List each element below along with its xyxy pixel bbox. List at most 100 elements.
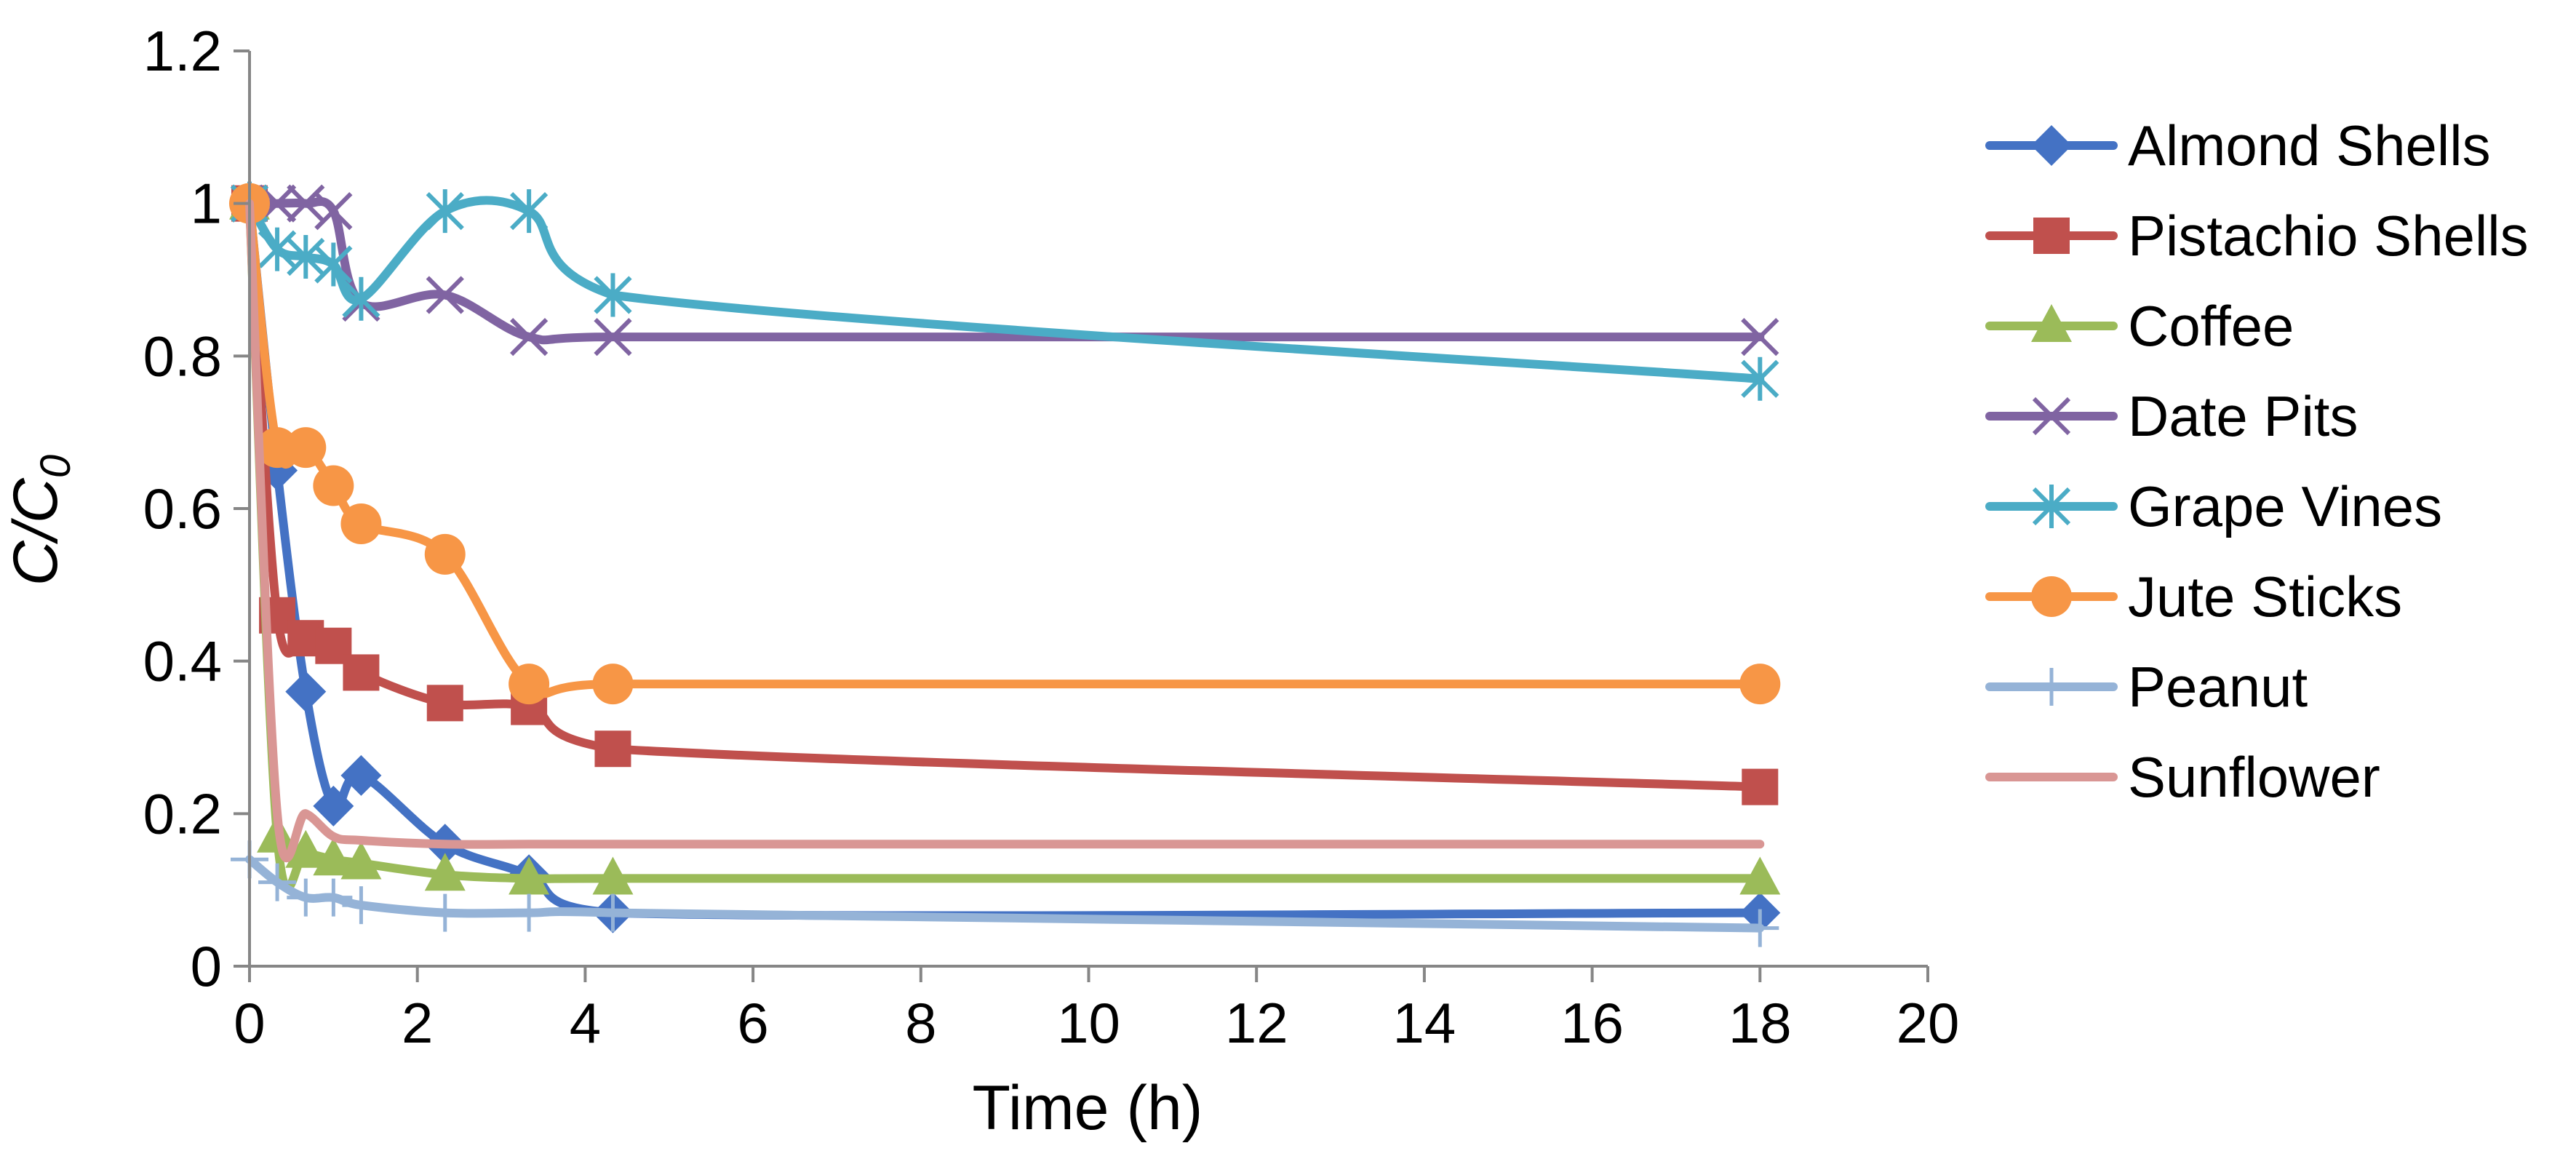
y-tick-label: 0 — [191, 934, 222, 998]
x-tick-label: 6 — [737, 991, 768, 1055]
data-point-date-pits — [426, 276, 464, 314]
y-axis-title: C/C0 — [1, 455, 79, 586]
data-point-coffee — [1739, 856, 1781, 895]
series-grape-vines — [230, 181, 1779, 401]
x-tick-label: 20 — [1897, 991, 1960, 1055]
legend-item-sunflower: Sunflower — [1985, 745, 2380, 809]
axes: C/C0 Time (h) 00.20.40.60.811.20 2 4 6 8 10 12… — [1, 19, 1959, 1143]
data-point-coffee — [340, 841, 382, 880]
legend-label: Jute Sticks — [2128, 565, 2402, 629]
y-tick-label: 0.8 — [143, 324, 222, 388]
data-point-jute-sticks — [424, 533, 466, 575]
data-point-almond-shells — [285, 671, 327, 712]
legend-marker — [2033, 668, 2070, 706]
legend-item-almond-shells: Almond Shells — [1985, 113, 2491, 178]
data-point-jute-sticks — [285, 427, 327, 469]
data-point-grape-vines — [509, 189, 549, 234]
x-tick-label: 10 — [1057, 991, 1120, 1055]
data-point-peanut — [426, 893, 464, 932]
data-point-pistachio-shells — [426, 685, 463, 722]
data-point-almond-shells — [313, 785, 354, 827]
data-point-date-pits — [509, 318, 549, 357]
y-tick-label: 1 — [191, 172, 222, 236]
x-tick-label: 4 — [570, 991, 601, 1055]
legend-item-date-pits: Date Pits — [1985, 384, 2358, 448]
y-tick-label: 0.2 — [143, 781, 222, 845]
y-tick-label: 1.2 — [143, 19, 222, 83]
y-axis-title-main: C/C — [1, 477, 71, 586]
legend-label: Grape Vines — [2128, 474, 2442, 538]
data-point-grape-vines — [342, 276, 380, 321]
legend-item-jute-sticks: Jute Sticks — [1985, 565, 2402, 629]
series-line-sunflower — [245, 199, 1765, 863]
y-tick-label: 0.6 — [143, 477, 222, 541]
x-tick-label: 18 — [1728, 991, 1792, 1055]
data-point-grape-vines — [314, 242, 353, 287]
y-tick-label: 0.4 — [143, 629, 222, 693]
legend-item-grape-vines: Grape Vines — [1985, 474, 2442, 538]
legend-item-peanut: Peanut — [1985, 655, 2308, 719]
data-point-date-pits — [1741, 318, 1779, 357]
series-coffee — [229, 181, 1781, 895]
data-point-almond-shells — [340, 754, 382, 796]
series-line-pistachio-shells — [245, 199, 1765, 792]
data-point-peanut — [342, 886, 380, 925]
x-tick-label: 12 — [1225, 991, 1288, 1055]
data-point-jute-sticks — [1739, 664, 1781, 705]
series-peanut — [231, 840, 1779, 947]
legend-item-coffee: Coffee — [1985, 294, 2294, 358]
data-point-grape-vines — [258, 227, 297, 271]
data-point-date-pits — [314, 192, 353, 231]
series-line-jute-sticks — [245, 199, 1765, 698]
data-point-pistachio-shells — [594, 730, 631, 768]
data-point-coffee — [313, 837, 354, 876]
data-point-coffee — [509, 856, 550, 895]
legend-label: Date Pits — [2128, 384, 2358, 448]
data-point-peanut — [1741, 909, 1779, 947]
data-point-jute-sticks — [313, 465, 354, 506]
legend-marker — [2031, 125, 2072, 166]
plot-area — [229, 181, 1781, 947]
data-point-date-pits — [594, 318, 632, 357]
legend-item-pistachio-shells: Pistachio Shells — [1985, 204, 2529, 268]
series-jute-sticks — [229, 183, 1781, 705]
legend-label: Almond Shells — [2128, 113, 2491, 178]
legend-label: Peanut — [2128, 655, 2308, 719]
legend-marker — [2033, 218, 2070, 254]
x-tick-label: 14 — [1393, 991, 1456, 1055]
data-point-grape-vines — [1741, 357, 1779, 401]
data-point-grape-vines — [594, 273, 632, 317]
legend-label: Pistachio Shells — [2128, 204, 2529, 268]
legend-marker — [2032, 397, 2071, 436]
legend-label: Coffee — [2128, 294, 2294, 358]
series-sunflower — [245, 199, 1765, 863]
legend-marker — [2031, 304, 2072, 342]
series-line-date-pits — [245, 197, 1765, 345]
data-point-grape-vines — [426, 189, 464, 234]
data-point-jute-sticks — [592, 664, 634, 705]
data-point-pistachio-shells — [1742, 768, 1779, 805]
y-axis-title-subscript: 0 — [32, 455, 79, 478]
x-axis-title: Time (h) — [973, 1073, 1203, 1143]
data-point-peanut — [258, 863, 297, 901]
legend-label: Sunflower — [2128, 745, 2380, 809]
legend: Almond Shells Pistachio Shells Coffee Date … — [1985, 113, 2529, 809]
series-pistachio-shells — [231, 185, 1779, 805]
data-point-peanut — [314, 878, 353, 917]
x-tick-label: 0 — [234, 991, 265, 1055]
legend-marker — [2032, 485, 2071, 528]
data-point-peanut — [594, 893, 632, 932]
data-point-jute-sticks — [340, 503, 382, 544]
series-line-grape-vines — [245, 196, 1765, 383]
data-point-coffee — [424, 853, 466, 891]
data-point-peanut — [510, 893, 549, 932]
data-point-coffee — [285, 829, 327, 868]
data-point-grape-vines — [287, 235, 325, 279]
data-point-date-pits — [287, 184, 325, 223]
x-tick-label: 16 — [1560, 991, 1624, 1055]
data-point-pistachio-shells — [343, 654, 380, 691]
data-point-jute-sticks — [257, 427, 298, 469]
x-tick-label: 8 — [905, 991, 936, 1055]
